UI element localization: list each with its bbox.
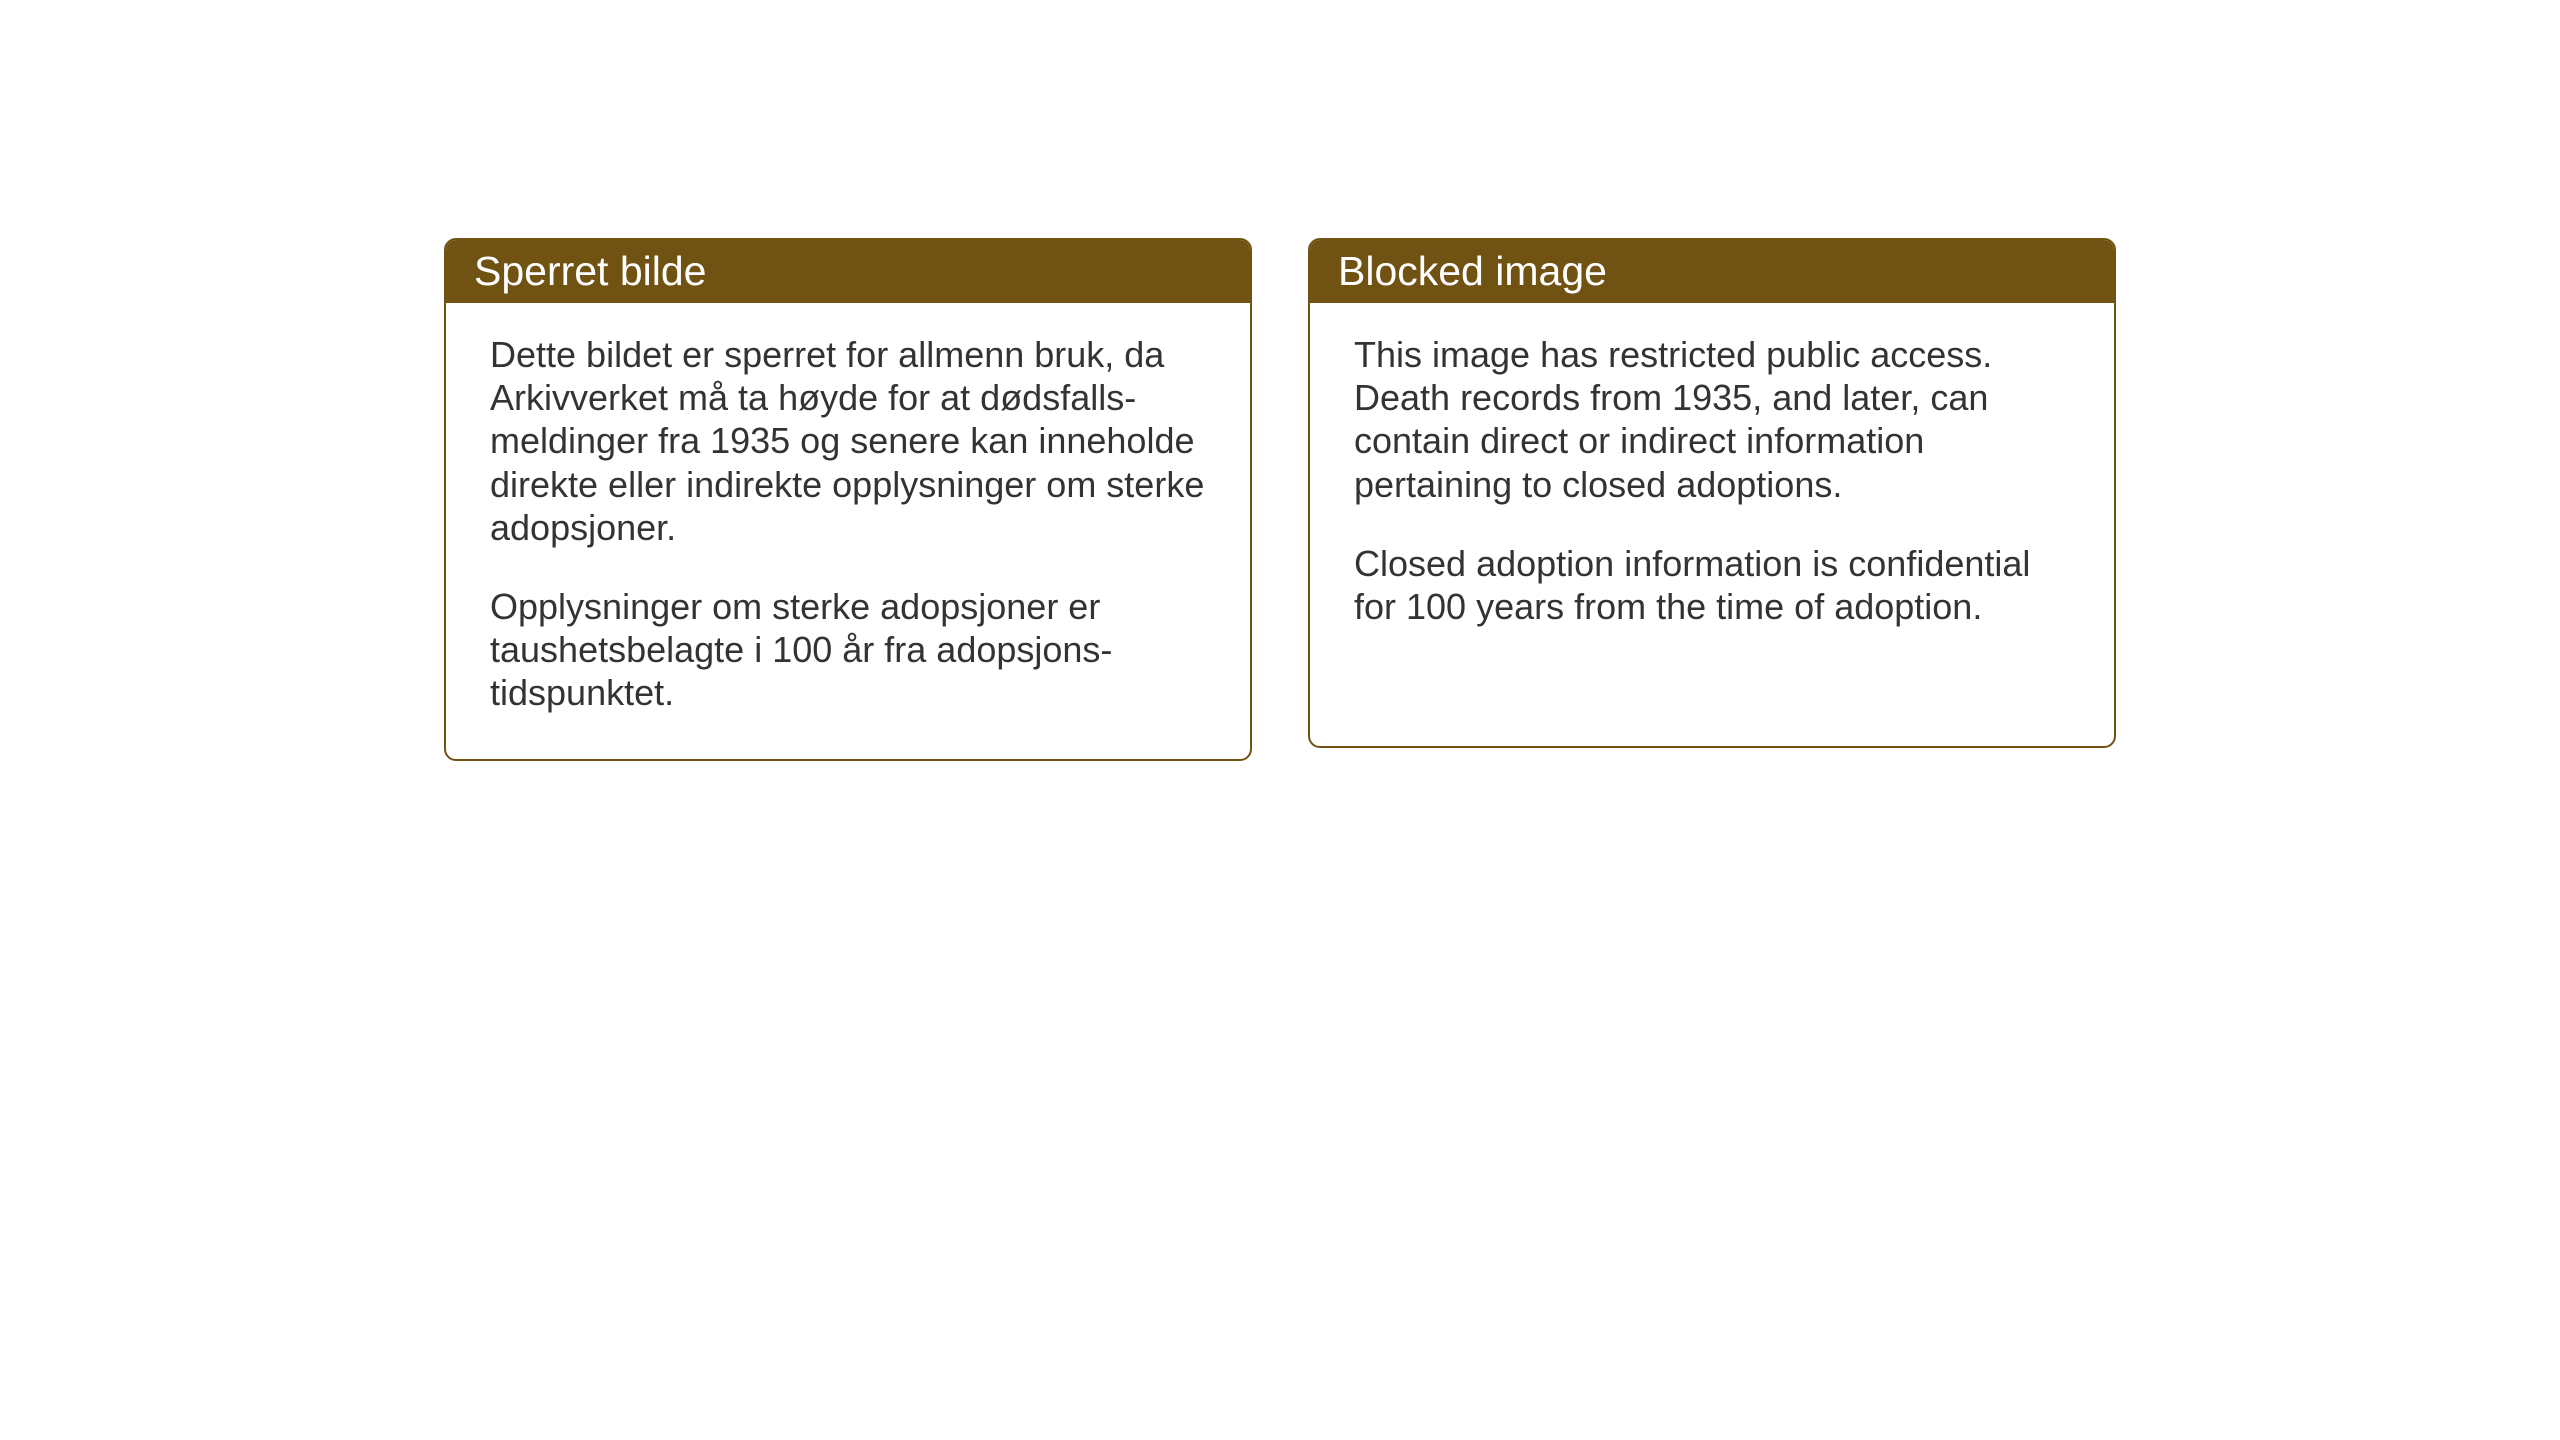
- paragraph-1-norwegian: Dette bildet er sperret for allmenn bruk…: [490, 333, 1206, 549]
- notice-card-english: Blocked image This image has restricted …: [1308, 238, 2116, 748]
- paragraph-2-norwegian: Opplysninger om sterke adopsjoner er tau…: [490, 585, 1206, 715]
- notice-card-norwegian: Sperret bilde Dette bildet er sperret fo…: [444, 238, 1252, 761]
- card-title-english: Blocked image: [1338, 248, 1607, 294]
- card-title-norwegian: Sperret bilde: [474, 248, 706, 294]
- card-header-english: Blocked image: [1310, 240, 2114, 303]
- card-body-english: This image has restricted public access.…: [1310, 303, 2114, 672]
- paragraph-1-english: This image has restricted public access.…: [1354, 333, 2070, 506]
- notice-container: Sperret bilde Dette bildet er sperret fo…: [444, 238, 2116, 761]
- card-body-norwegian: Dette bildet er sperret for allmenn bruk…: [446, 303, 1250, 759]
- paragraph-2-english: Closed adoption information is confident…: [1354, 542, 2070, 628]
- card-header-norwegian: Sperret bilde: [446, 240, 1250, 303]
